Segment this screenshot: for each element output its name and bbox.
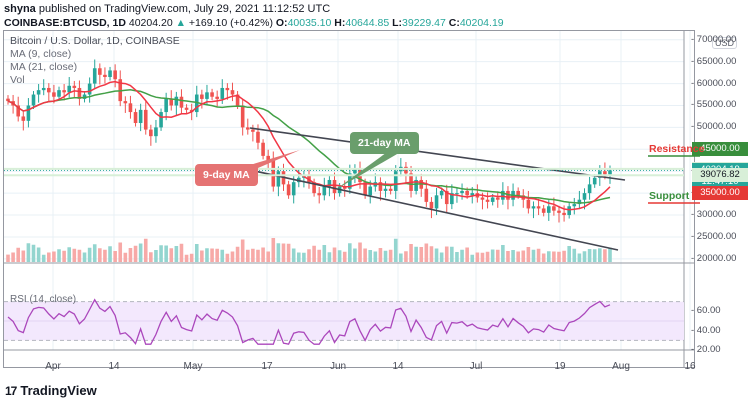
time-tick: 16 [684,361,696,372]
price-tick: - 65000.00 [691,55,737,67]
time-tick: Aug [612,361,630,372]
symbol-label: COINBASE:BTCUSD, 1D [4,17,126,29]
currency-label[interactable]: USD [712,37,738,49]
chart-legend: Bitcoin / U.S. Dollar, 1D, COINBASE MA (… [10,35,180,87]
ma21-callout: 21-day MA [350,132,419,154]
high-value: 40644.85 [345,17,390,29]
price-marker: 39076.82 [692,168,748,183]
ohlc-header: COINBASE:BTCUSD, 1D 40204.20 ▲ +169.10 (… [4,17,504,29]
tradingview-branding[interactable]: 17 TradingView [5,383,97,398]
open-value: 40035.10 [287,17,332,29]
legend-title: Bitcoin / U.S. Dollar, 1D, COINBASE [10,35,180,47]
price-marker: 45000.00 [692,142,748,157]
price-tick: - 50000.00 [691,121,737,133]
support-label: Support [649,190,690,202]
legend-ma9[interactable]: MA (9, close) [10,48,72,60]
published-text: published on TradingView.com, July 29, 2… [38,3,331,15]
last-price: 40204.20 [128,17,173,29]
rsi-tick: - 40.00 [691,324,721,336]
rsi-tick: - 20.00 [691,344,721,355]
price-tick: - 25000.00 [691,230,737,242]
price-marker: 35000.00 [692,186,748,201]
time-tick: 17 [261,361,273,372]
change-up-icon: ▲ [175,17,186,29]
rsi-legend[interactable]: RSI (14, close) [10,294,77,305]
price-tick: - 70000.00 [691,33,737,45]
legend-ma21[interactable]: MA (21, close) [10,61,78,73]
time-tick: 14 [108,361,120,372]
time-tick: Jun [329,361,347,372]
price-tick: - 20000.00 [691,252,737,264]
ma9-callout: 9-day MA [195,164,258,186]
time-tick: 14 [392,361,404,372]
price-tick: - 55000.00 [691,99,737,111]
resistance-label: Resistance [649,143,705,155]
rsi-tick: - 60.00 [691,305,721,317]
price-change: +169.10 (+0.42%) [188,17,273,29]
price-tick: - 30000.00 [691,209,737,221]
close-value: 40204.19 [459,17,504,29]
time-tick: 19 [554,361,566,372]
price-tick: - 60000.00 [691,77,737,89]
tradingview-logo-icon: 17 [5,383,17,398]
legend-vol[interactable]: Vol [10,74,25,86]
low-value: 39229.47 [402,17,446,29]
tradingview-wordmark: TradingView [20,383,97,398]
time-tick: Jul [469,361,483,372]
publish-info: shyna published on TradingView.com, July… [4,3,330,15]
author-name: shyna [4,3,36,15]
time-tick: May [183,361,203,372]
time-tick: Apr [45,361,61,372]
